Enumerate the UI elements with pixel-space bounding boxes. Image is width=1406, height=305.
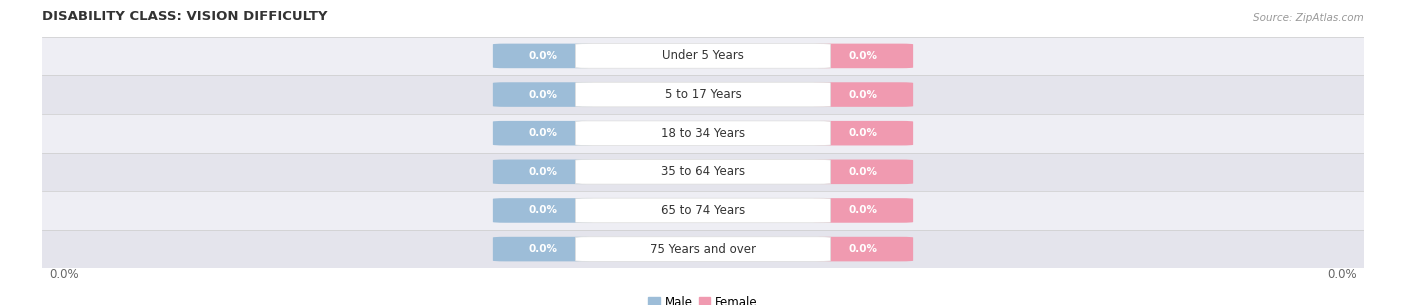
FancyBboxPatch shape bbox=[813, 160, 912, 184]
FancyBboxPatch shape bbox=[575, 44, 831, 68]
Text: Under 5 Years: Under 5 Years bbox=[662, 49, 744, 63]
FancyBboxPatch shape bbox=[494, 82, 593, 107]
Text: DISABILITY CLASS: VISION DIFFICULTY: DISABILITY CLASS: VISION DIFFICULTY bbox=[42, 10, 328, 23]
FancyBboxPatch shape bbox=[575, 82, 831, 107]
Bar bbox=[42, 152, 1364, 191]
FancyBboxPatch shape bbox=[494, 121, 593, 145]
Text: 0.0%: 0.0% bbox=[529, 244, 557, 254]
FancyBboxPatch shape bbox=[813, 82, 912, 107]
Text: 0.0%: 0.0% bbox=[529, 167, 557, 177]
Bar bbox=[42, 230, 1364, 268]
Text: 0.0%: 0.0% bbox=[529, 206, 557, 215]
Bar bbox=[42, 191, 1364, 230]
FancyBboxPatch shape bbox=[575, 237, 831, 261]
Text: 0.0%: 0.0% bbox=[529, 90, 557, 99]
Legend: Male, Female: Male, Female bbox=[644, 291, 762, 305]
Text: 0.0%: 0.0% bbox=[529, 51, 557, 61]
FancyBboxPatch shape bbox=[494, 160, 593, 184]
Bar bbox=[42, 75, 1364, 114]
Bar bbox=[42, 37, 1364, 75]
Text: 0.0%: 0.0% bbox=[49, 268, 79, 282]
FancyBboxPatch shape bbox=[494, 198, 593, 223]
Text: 0.0%: 0.0% bbox=[529, 128, 557, 138]
Text: Source: ZipAtlas.com: Source: ZipAtlas.com bbox=[1253, 13, 1364, 23]
FancyBboxPatch shape bbox=[575, 160, 831, 184]
FancyBboxPatch shape bbox=[575, 121, 831, 145]
FancyBboxPatch shape bbox=[575, 198, 831, 223]
FancyBboxPatch shape bbox=[813, 121, 912, 145]
Text: 0.0%: 0.0% bbox=[1327, 268, 1357, 282]
FancyBboxPatch shape bbox=[494, 44, 593, 68]
Text: 5 to 17 Years: 5 to 17 Years bbox=[665, 88, 741, 101]
Text: 0.0%: 0.0% bbox=[849, 90, 877, 99]
Text: 65 to 74 Years: 65 to 74 Years bbox=[661, 204, 745, 217]
Text: 75 Years and over: 75 Years and over bbox=[650, 242, 756, 256]
Text: 0.0%: 0.0% bbox=[849, 167, 877, 177]
Text: 0.0%: 0.0% bbox=[849, 244, 877, 254]
Text: 0.0%: 0.0% bbox=[849, 51, 877, 61]
FancyBboxPatch shape bbox=[813, 44, 912, 68]
FancyBboxPatch shape bbox=[813, 198, 912, 223]
Text: 35 to 64 Years: 35 to 64 Years bbox=[661, 165, 745, 178]
Text: 18 to 34 Years: 18 to 34 Years bbox=[661, 127, 745, 140]
Bar bbox=[42, 114, 1364, 152]
FancyBboxPatch shape bbox=[813, 237, 912, 261]
FancyBboxPatch shape bbox=[494, 237, 593, 261]
Text: 0.0%: 0.0% bbox=[849, 128, 877, 138]
Text: 0.0%: 0.0% bbox=[849, 206, 877, 215]
